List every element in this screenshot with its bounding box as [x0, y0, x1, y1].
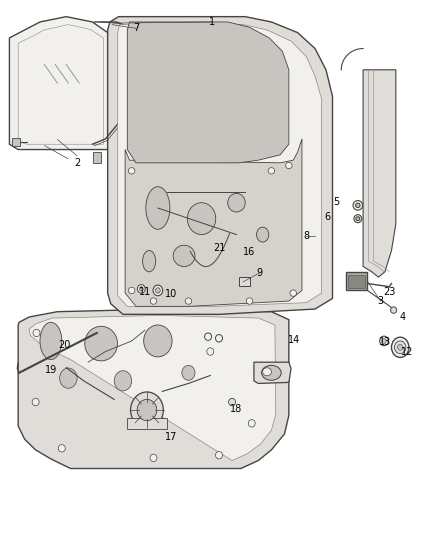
Ellipse shape — [146, 187, 170, 229]
Ellipse shape — [173, 245, 195, 266]
Polygon shape — [363, 70, 396, 277]
Text: 18: 18 — [230, 404, 243, 414]
Ellipse shape — [139, 287, 143, 291]
Polygon shape — [18, 309, 289, 469]
Polygon shape — [10, 17, 108, 150]
Ellipse shape — [286, 163, 292, 168]
Ellipse shape — [187, 203, 216, 235]
Text: 21: 21 — [213, 244, 225, 253]
Ellipse shape — [205, 333, 212, 341]
Ellipse shape — [263, 368, 272, 376]
Text: 11: 11 — [139, 287, 151, 297]
Ellipse shape — [215, 335, 223, 342]
Polygon shape — [254, 362, 291, 383]
Ellipse shape — [391, 307, 397, 313]
Text: 12: 12 — [401, 346, 413, 357]
Ellipse shape — [261, 366, 281, 380]
Text: 14: 14 — [288, 335, 300, 345]
Ellipse shape — [40, 322, 62, 360]
Ellipse shape — [150, 298, 157, 304]
Ellipse shape — [356, 203, 360, 207]
Polygon shape — [108, 17, 332, 314]
Ellipse shape — [246, 298, 253, 304]
Ellipse shape — [257, 227, 269, 242]
Text: 16: 16 — [244, 247, 256, 256]
Ellipse shape — [398, 344, 403, 350]
Text: 23: 23 — [383, 287, 396, 297]
Ellipse shape — [32, 398, 39, 406]
Text: 10: 10 — [165, 289, 177, 299]
Polygon shape — [239, 277, 250, 286]
Ellipse shape — [58, 445, 65, 452]
Polygon shape — [127, 22, 289, 163]
Polygon shape — [93, 152, 101, 163]
Ellipse shape — [380, 336, 389, 346]
Ellipse shape — [153, 285, 162, 296]
Ellipse shape — [228, 193, 245, 212]
Ellipse shape — [382, 338, 386, 343]
Ellipse shape — [290, 290, 297, 296]
Ellipse shape — [137, 399, 157, 421]
Ellipse shape — [395, 341, 406, 354]
Ellipse shape — [268, 167, 275, 174]
Ellipse shape — [85, 326, 117, 361]
Ellipse shape — [114, 370, 132, 391]
Ellipse shape — [229, 398, 236, 406]
Ellipse shape — [33, 329, 40, 337]
Ellipse shape — [248, 419, 255, 427]
Ellipse shape — [131, 392, 163, 428]
Text: 7: 7 — [133, 23, 139, 34]
Ellipse shape — [353, 200, 363, 210]
Ellipse shape — [150, 454, 157, 462]
Text: 1: 1 — [209, 17, 215, 27]
Polygon shape — [125, 139, 302, 306]
Polygon shape — [12, 138, 20, 146]
Polygon shape — [127, 418, 166, 429]
Text: 5: 5 — [333, 197, 339, 207]
Ellipse shape — [185, 298, 192, 304]
Ellipse shape — [155, 288, 160, 293]
Ellipse shape — [354, 215, 362, 223]
Text: 9: 9 — [257, 268, 263, 278]
Ellipse shape — [392, 337, 409, 358]
Polygon shape — [29, 316, 276, 461]
Ellipse shape — [128, 287, 135, 294]
Ellipse shape — [60, 368, 77, 388]
Ellipse shape — [356, 217, 360, 221]
Ellipse shape — [143, 251, 155, 272]
Ellipse shape — [128, 167, 135, 174]
Ellipse shape — [138, 285, 145, 293]
Text: 17: 17 — [165, 432, 177, 442]
Text: 2: 2 — [74, 158, 80, 168]
Text: 20: 20 — [58, 340, 70, 350]
Text: 8: 8 — [303, 231, 309, 241]
Text: 13: 13 — [379, 337, 391, 347]
Ellipse shape — [215, 451, 223, 459]
Ellipse shape — [207, 348, 214, 356]
Polygon shape — [346, 272, 367, 290]
Ellipse shape — [144, 325, 172, 357]
Text: 3: 3 — [378, 296, 384, 306]
Polygon shape — [348, 275, 365, 288]
Text: 6: 6 — [324, 212, 330, 222]
Text: 19: 19 — [45, 365, 57, 375]
Ellipse shape — [182, 366, 195, 380]
Text: 4: 4 — [399, 312, 406, 322]
Polygon shape — [118, 25, 321, 306]
